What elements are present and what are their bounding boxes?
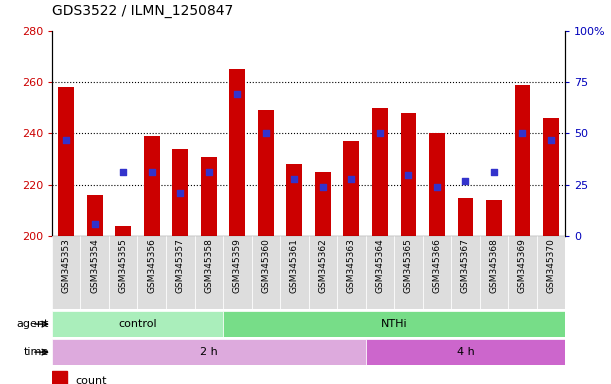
Bar bbox=[514, 84, 530, 236]
Point bbox=[61, 137, 71, 143]
Point bbox=[232, 91, 242, 98]
Bar bbox=[229, 69, 245, 236]
Point bbox=[119, 169, 128, 175]
Point bbox=[518, 130, 527, 136]
Bar bbox=[486, 200, 502, 236]
Bar bbox=[394, 236, 423, 309]
Text: GSM345356: GSM345356 bbox=[147, 238, 156, 293]
Point bbox=[90, 221, 100, 227]
Text: GSM345369: GSM345369 bbox=[518, 238, 527, 293]
Bar bbox=[52, 236, 81, 309]
Text: GSM345365: GSM345365 bbox=[404, 238, 413, 293]
Bar bbox=[194, 236, 223, 309]
Text: GSM345361: GSM345361 bbox=[290, 238, 299, 293]
Text: GSM345360: GSM345360 bbox=[262, 238, 270, 293]
Point bbox=[147, 169, 156, 175]
Bar bbox=[343, 141, 359, 236]
Bar bbox=[543, 118, 559, 236]
Point bbox=[461, 178, 470, 184]
Text: GSM345366: GSM345366 bbox=[433, 238, 441, 293]
Bar bbox=[52, 339, 365, 365]
Point bbox=[375, 130, 385, 136]
Text: 2 h: 2 h bbox=[200, 347, 218, 357]
Text: GSM345364: GSM345364 bbox=[375, 238, 384, 293]
Point bbox=[318, 184, 327, 190]
Bar bbox=[223, 236, 252, 309]
Bar bbox=[59, 87, 74, 236]
Bar bbox=[52, 371, 67, 384]
Text: GDS3522 / ILMN_1250847: GDS3522 / ILMN_1250847 bbox=[52, 4, 233, 18]
Point bbox=[261, 130, 271, 136]
Text: count: count bbox=[75, 376, 106, 384]
Text: GSM345359: GSM345359 bbox=[233, 238, 242, 293]
Bar bbox=[172, 149, 188, 236]
Bar bbox=[166, 236, 194, 309]
Bar bbox=[423, 236, 451, 309]
Bar bbox=[201, 157, 216, 236]
Text: GSM345362: GSM345362 bbox=[318, 238, 327, 293]
Bar bbox=[429, 133, 445, 236]
Text: control: control bbox=[118, 319, 157, 329]
Text: agent: agent bbox=[16, 319, 49, 329]
Text: GSM345355: GSM345355 bbox=[119, 238, 128, 293]
Text: 4 h: 4 h bbox=[456, 347, 474, 357]
Text: NTHi: NTHi bbox=[381, 319, 408, 329]
Bar bbox=[258, 110, 274, 236]
Point bbox=[432, 184, 442, 190]
Point bbox=[546, 137, 556, 143]
Bar bbox=[52, 311, 223, 337]
Bar bbox=[365, 236, 394, 309]
Point bbox=[403, 171, 413, 177]
Text: GSM345367: GSM345367 bbox=[461, 238, 470, 293]
Bar bbox=[252, 236, 280, 309]
Bar bbox=[287, 164, 302, 236]
Text: GSM345368: GSM345368 bbox=[489, 238, 499, 293]
Point bbox=[489, 169, 499, 175]
Bar bbox=[115, 226, 131, 236]
Text: GSM345354: GSM345354 bbox=[90, 238, 99, 293]
Text: time: time bbox=[24, 347, 49, 357]
Bar bbox=[144, 136, 159, 236]
Point bbox=[290, 175, 299, 182]
Bar bbox=[109, 236, 137, 309]
Text: GSM345363: GSM345363 bbox=[347, 238, 356, 293]
Bar bbox=[87, 195, 103, 236]
Bar bbox=[458, 198, 473, 236]
Bar bbox=[280, 236, 309, 309]
Bar bbox=[480, 236, 508, 309]
Bar bbox=[508, 236, 536, 309]
Text: GSM345357: GSM345357 bbox=[176, 238, 185, 293]
Bar bbox=[372, 108, 388, 236]
Point bbox=[175, 190, 185, 196]
Bar bbox=[137, 236, 166, 309]
Text: GSM345353: GSM345353 bbox=[62, 238, 71, 293]
Bar bbox=[81, 236, 109, 309]
Text: GSM345358: GSM345358 bbox=[204, 238, 213, 293]
Bar bbox=[365, 339, 565, 365]
Bar bbox=[309, 236, 337, 309]
Point bbox=[204, 169, 214, 175]
Text: GSM345370: GSM345370 bbox=[546, 238, 555, 293]
Bar bbox=[401, 113, 416, 236]
Bar bbox=[451, 236, 480, 309]
Bar bbox=[536, 236, 565, 309]
Bar bbox=[315, 172, 331, 236]
Bar bbox=[223, 311, 565, 337]
Bar bbox=[337, 236, 365, 309]
Point bbox=[346, 175, 356, 182]
